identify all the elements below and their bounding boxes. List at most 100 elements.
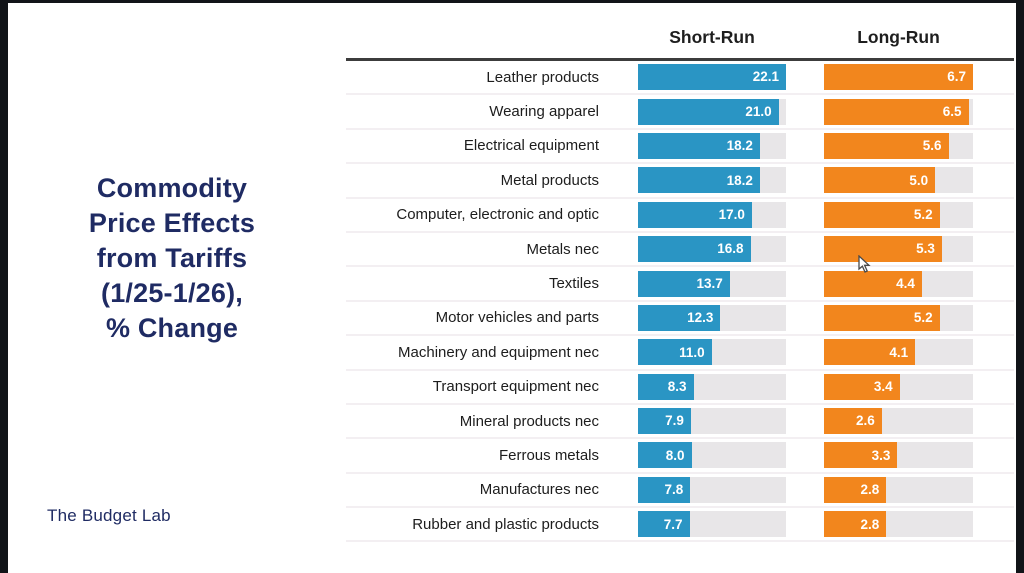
long-run-value: 6.7 xyxy=(947,69,966,85)
short-run-bar: 11.0 xyxy=(638,339,712,366)
short-run-value: 17.0 xyxy=(718,207,745,222)
column-headers: Short-Run Long-Run xyxy=(346,22,1014,58)
chart-row: Wearing apparel 21.0 6.5 xyxy=(346,95,1014,130)
short-run-value: 11.0 xyxy=(679,344,705,360)
long-run-bar-track: 5.6 xyxy=(824,132,973,159)
long-run-bar: 4.4 xyxy=(824,270,922,297)
long-run-value: 5.6 xyxy=(922,138,942,154)
short-run-bar: 7.7 xyxy=(638,511,690,538)
long-run-value: 4.4 xyxy=(896,275,915,291)
short-run-bar: 8.3 xyxy=(638,373,694,400)
short-run-value: 7.7 xyxy=(663,516,683,532)
chart-title: Commodity Price Effects from Tariffs (1/… xyxy=(88,173,256,343)
row-label: Metal products xyxy=(500,171,599,189)
short-run-bar-track: 17.0 xyxy=(638,201,786,228)
short-run-bar: 21.0 xyxy=(638,98,779,125)
long-run-bar: 6.7 xyxy=(824,64,973,91)
long-run-bar: 5.2 xyxy=(824,304,940,331)
chart-row: Transport equipment nec 8.3 3.4 xyxy=(346,371,1014,405)
video-frame-right-bar xyxy=(1016,0,1024,573)
row-label: Wearing apparel xyxy=(489,103,599,121)
short-run-bar-track: 8.3 xyxy=(638,373,786,400)
chart-row: Rubber and plastic products 7.7 2.8 xyxy=(346,508,1014,543)
short-run-value: 21.0 xyxy=(745,103,772,119)
long-run-value: 5.2 xyxy=(913,310,933,326)
short-run-value: 7.9 xyxy=(665,413,684,429)
long-run-value: 3.3 xyxy=(871,447,891,463)
row-label: Metals nec xyxy=(526,240,599,258)
short-run-bar: 18.2 xyxy=(638,167,760,194)
short-run-value: 8.0 xyxy=(665,447,685,463)
short-run-bar-track: 7.9 xyxy=(638,408,786,435)
short-run-bar: 7.9 xyxy=(638,408,691,435)
short-run-bar: 18.2 xyxy=(638,132,760,159)
long-run-bar: 2.8 xyxy=(824,476,887,503)
long-run-bar-track: 4.4 xyxy=(824,270,973,297)
video-frame-top-bar xyxy=(0,0,1024,3)
long-run-bar-track: 5.3 xyxy=(824,236,973,263)
long-run-bar: 5.6 xyxy=(824,132,949,159)
long-run-bar: 3.4 xyxy=(824,373,900,400)
long-run-bar-track: 5.2 xyxy=(824,201,973,228)
short-run-value: 12.3 xyxy=(687,310,714,326)
short-run-value: 16.8 xyxy=(717,241,744,257)
long-run-bar-track: 3.4 xyxy=(824,373,973,400)
row-label: Rubber and plastic products xyxy=(412,515,599,533)
chart-row: Electrical equipment 18.2 5.6 xyxy=(346,130,1014,165)
row-label: Motor vehicles and parts xyxy=(435,309,599,327)
column-header-long-run: Long-Run xyxy=(857,27,940,47)
short-run-bar-track: 11.0 xyxy=(638,339,786,366)
short-run-bar: 13.7 xyxy=(638,270,730,297)
long-run-value: 5.0 xyxy=(909,172,929,188)
row-label: Electrical equipment xyxy=(463,137,599,155)
chart-row: Textiles 13.7 4.4 xyxy=(346,267,1014,302)
long-run-value: 5.2 xyxy=(913,207,933,222)
long-run-bar: 5.0 xyxy=(824,167,936,194)
long-run-bar-track: 5.2 xyxy=(824,304,973,331)
long-run-value: 2.8 xyxy=(860,516,880,532)
long-run-bar: 2.8 xyxy=(824,511,887,538)
chart-rows: Leather products 22.1 6.7 Wearing appare… xyxy=(346,61,1014,543)
short-run-bar: 17.0 xyxy=(638,201,752,228)
chart-row: Mineral products nec 7.9 2.6 xyxy=(346,405,1014,440)
long-run-bar: 5.2 xyxy=(824,201,940,228)
long-run-bar: 5.3 xyxy=(824,236,942,263)
short-run-value: 18.2 xyxy=(726,138,753,154)
long-run-value: 5.3 xyxy=(916,241,935,257)
long-run-bar-track: 6.7 xyxy=(824,64,973,91)
short-run-value: 22.1 xyxy=(752,69,779,85)
short-run-value: 13.7 xyxy=(696,275,723,291)
chart-row: Metals nec 16.8 5.3 xyxy=(346,233,1014,268)
long-run-value: 2.8 xyxy=(860,482,880,498)
short-run-bar-track: 18.2 xyxy=(638,132,786,159)
long-run-value: 6.5 xyxy=(942,103,962,119)
short-run-bar: 16.8 xyxy=(638,236,751,263)
header-divider-rule xyxy=(346,58,1014,61)
short-run-bar-track: 7.8 xyxy=(638,476,786,503)
bar-chart: Short-Run Long-Run Leather products 22.1… xyxy=(346,22,1014,543)
long-run-value: 3.4 xyxy=(873,378,893,394)
short-run-bar: 22.1 xyxy=(638,64,786,91)
chart-row: Metal products 18.2 5.0 xyxy=(346,164,1014,199)
short-run-value: 8.3 xyxy=(667,378,687,394)
short-run-bar-track: 21.0 xyxy=(638,98,786,125)
short-run-bar-track: 22.1 xyxy=(638,64,786,91)
long-run-bar-track: 6.5 xyxy=(824,98,973,125)
chart-row: Manufactures nec 7.8 2.8 xyxy=(346,474,1014,509)
short-run-bar: 7.8 xyxy=(638,476,691,503)
long-run-value: 4.1 xyxy=(889,344,909,360)
row-label: Transport equipment nec xyxy=(432,378,599,396)
long-run-bar: 4.1 xyxy=(824,339,916,366)
short-run-bar-track: 18.2 xyxy=(638,167,786,194)
row-label: Machinery and equipment nec xyxy=(398,343,599,361)
short-run-bar-track: 13.7 xyxy=(638,270,786,297)
long-run-value: 2.6 xyxy=(856,413,875,429)
row-label: Textiles xyxy=(548,275,599,293)
row-label: Leather products xyxy=(486,68,599,86)
long-run-bar-track: 3.3 xyxy=(824,442,973,469)
row-label: Computer, electronic and optic xyxy=(396,206,599,224)
video-frame-left-bar xyxy=(0,0,8,573)
short-run-value: 7.8 xyxy=(664,482,684,498)
source-brand-label: The Budget Lab xyxy=(47,506,171,525)
chart-row: Machinery and equipment nec 11.0 4.1 xyxy=(346,336,1014,371)
